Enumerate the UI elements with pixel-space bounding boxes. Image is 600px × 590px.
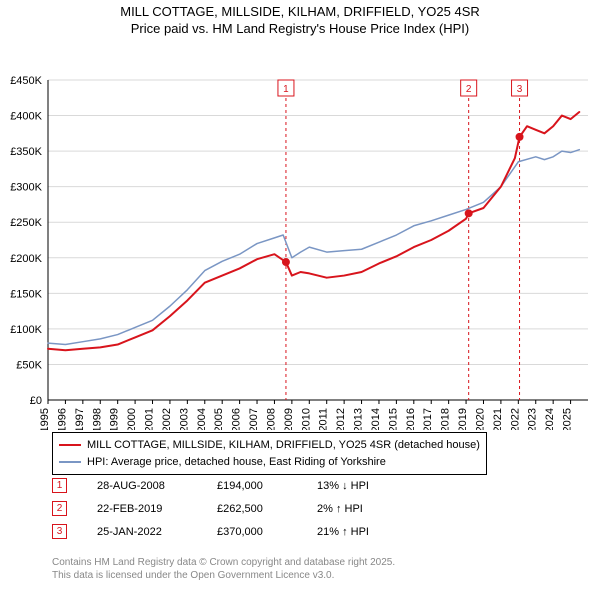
title-line2: Price paid vs. HM Land Registry's House … — [0, 21, 600, 38]
svg-text:2020: 2020 — [474, 408, 486, 430]
legend-label: MILL COTTAGE, MILLSIDE, KILHAM, DRIFFIEL… — [87, 437, 480, 454]
svg-text:2022: 2022 — [509, 408, 521, 430]
svg-text:3: 3 — [517, 84, 523, 95]
legend-row: MILL COTTAGE, MILLSIDE, KILHAM, DRIFFIEL… — [59, 437, 480, 454]
svg-text:£300K: £300K — [10, 181, 42, 193]
svg-text:2019: 2019 — [457, 408, 469, 430]
event-delta: 2% ↑ HPI — [317, 503, 407, 515]
svg-text:2004: 2004 — [196, 408, 208, 430]
svg-text:2002: 2002 — [161, 408, 173, 430]
legend-label: HPI: Average price, detached house, East… — [87, 454, 386, 471]
event-date: 25-JAN-2022 — [97, 526, 187, 538]
svg-text:2008: 2008 — [265, 408, 277, 430]
legend-row: HPI: Average price, detached house, East… — [59, 454, 480, 471]
svg-text:1997: 1997 — [74, 408, 86, 430]
svg-text:2024: 2024 — [544, 408, 556, 430]
svg-text:2015: 2015 — [387, 408, 399, 430]
svg-text:1995: 1995 — [39, 408, 51, 430]
svg-text:2011: 2011 — [318, 408, 330, 430]
legend-box: MILL COTTAGE, MILLSIDE, KILHAM, DRIFFIEL… — [52, 432, 487, 475]
event-marker: 3 — [52, 524, 67, 539]
svg-text:2023: 2023 — [527, 408, 539, 430]
svg-text:1998: 1998 — [91, 408, 103, 430]
event-delta: 21% ↑ HPI — [317, 526, 407, 538]
svg-text:2: 2 — [466, 84, 472, 95]
svg-text:2012: 2012 — [335, 408, 347, 430]
svg-text:£50K: £50K — [16, 359, 42, 371]
svg-text:2010: 2010 — [300, 408, 312, 430]
event-date: 28-AUG-2008 — [97, 480, 187, 492]
svg-text:2018: 2018 — [440, 408, 452, 430]
title-line1: MILL COTTAGE, MILLSIDE, KILHAM, DRIFFIEL… — [0, 4, 600, 21]
svg-text:2017: 2017 — [422, 408, 434, 430]
footer-line1: Contains HM Land Registry data © Crown c… — [52, 556, 395, 569]
svg-text:2007: 2007 — [248, 408, 260, 430]
svg-text:£250K: £250K — [10, 217, 42, 229]
svg-text:£450K: £450K — [10, 75, 42, 87]
svg-text:1996: 1996 — [56, 408, 68, 430]
event-marker: 1 — [52, 478, 67, 493]
svg-text:2001: 2001 — [144, 408, 156, 430]
svg-text:£100K: £100K — [10, 324, 42, 336]
event-delta: 13% ↓ HPI — [317, 480, 407, 492]
chart-area: £0 £50K £100K £150K £200K £250K £300K £350K £400… — [0, 40, 600, 435]
svg-text:1999: 1999 — [109, 408, 121, 430]
svg-text:1: 1 — [283, 84, 289, 95]
svg-text:2016: 2016 — [405, 408, 417, 430]
svg-text:£150K: £150K — [10, 288, 42, 300]
event-date: 22-FEB-2019 — [97, 503, 187, 515]
svg-text:£200K: £200K — [10, 253, 42, 265]
svg-text:2013: 2013 — [353, 408, 365, 430]
chart-svg: £0 £50K £100K £150K £200K £250K £300K £350K £400… — [0, 40, 600, 430]
footer-line2: This data is licensed under the Open Gov… — [52, 569, 395, 582]
svg-text:£400K: £400K — [10, 110, 42, 122]
legend-swatch — [59, 461, 81, 463]
event-row: 2 22-FEB-2019 £262,500 2% ↑ HPI — [52, 501, 407, 516]
svg-text:2014: 2014 — [370, 408, 382, 430]
event-marker: 2 — [52, 501, 67, 516]
chart-container: MILL COTTAGE, MILLSIDE, KILHAM, DRIFFIEL… — [0, 0, 600, 435]
legend-swatch — [59, 444, 81, 446]
events-table: 1 28-AUG-2008 £194,000 13% ↓ HPI 2 22-FEB-201… — [52, 478, 407, 547]
event-row: 1 28-AUG-2008 £194,000 13% ↓ HPI — [52, 478, 407, 493]
svg-text:2005: 2005 — [213, 408, 225, 430]
svg-text:2000: 2000 — [126, 408, 138, 430]
event-price: £262,500 — [217, 503, 287, 515]
svg-text:2021: 2021 — [492, 408, 504, 430]
event-price: £194,000 — [217, 480, 287, 492]
svg-text:£0: £0 — [30, 395, 42, 407]
event-price: £370,000 — [217, 526, 287, 538]
title-block: MILL COTTAGE, MILLSIDE, KILHAM, DRIFFIEL… — [0, 0, 600, 40]
svg-text:2003: 2003 — [178, 408, 190, 430]
svg-text:2025: 2025 — [562, 408, 574, 430]
footer-note: Contains HM Land Registry data © Crown c… — [52, 556, 395, 582]
svg-text:2006: 2006 — [231, 408, 243, 430]
svg-text:£350K: £350K — [10, 146, 42, 158]
svg-text:2009: 2009 — [283, 408, 295, 430]
event-row: 3 25-JAN-2022 £370,000 21% ↑ HPI — [52, 524, 407, 539]
